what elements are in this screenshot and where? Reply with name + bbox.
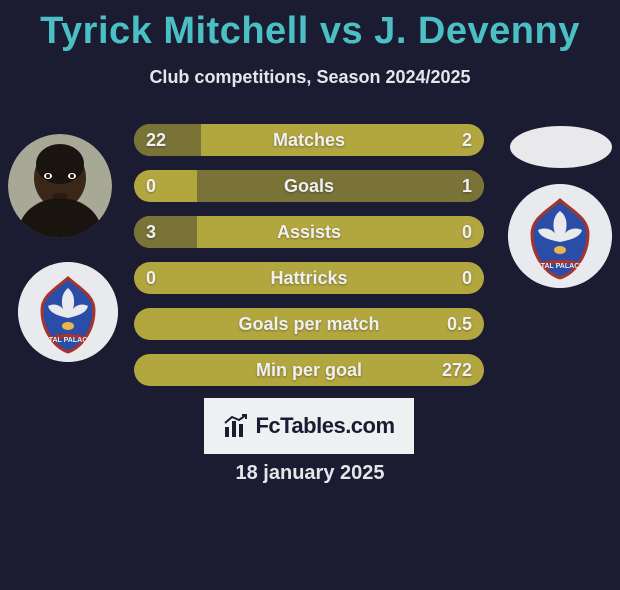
svg-text:STAL PALACE: STAL PALACE <box>536 263 584 270</box>
stat-bar-right-fill <box>197 170 484 202</box>
stat-row: 30Assists <box>134 216 484 248</box>
page-title: Tyrick Mitchell vs J. Devenny <box>0 10 620 53</box>
stat-bars: 222Matches 01Goals 30Assists 00Hattricks 0.5… <box>134 124 484 400</box>
snapshot-date: 18 january 2025 <box>0 462 620 485</box>
attribution-text: FcTables.com <box>255 413 394 439</box>
stat-bar-left-fill <box>134 216 197 248</box>
stat-bar-track <box>134 308 484 340</box>
player-right-avatar-placeholder <box>510 126 612 168</box>
stat-bar-left-fill <box>134 124 201 156</box>
player-left-avatar <box>8 134 112 238</box>
attribution-box: FcTables.com <box>204 398 414 454</box>
stat-row: 01Goals <box>134 170 484 202</box>
player-left-club-badge: STAL PALACE <box>18 262 118 362</box>
fctables-logo-icon <box>223 413 251 439</box>
stat-row: 272Min per goal <box>134 354 484 386</box>
season-subtitle: Club competitions, Season 2024/2025 <box>0 67 620 88</box>
stat-bar-track <box>134 354 484 386</box>
comparison-area: STAL PALACE STAL PALACE 222Matches 01Goal… <box>0 124 620 404</box>
player-right-club-badge: STAL PALACE <box>508 184 612 288</box>
stat-bar-track <box>134 262 484 294</box>
stat-row: 00Hattricks <box>134 262 484 294</box>
stat-row: 0.5Goals per match <box>134 308 484 340</box>
stat-row: 222Matches <box>134 124 484 156</box>
svg-text:STAL PALACE: STAL PALACE <box>44 337 92 344</box>
